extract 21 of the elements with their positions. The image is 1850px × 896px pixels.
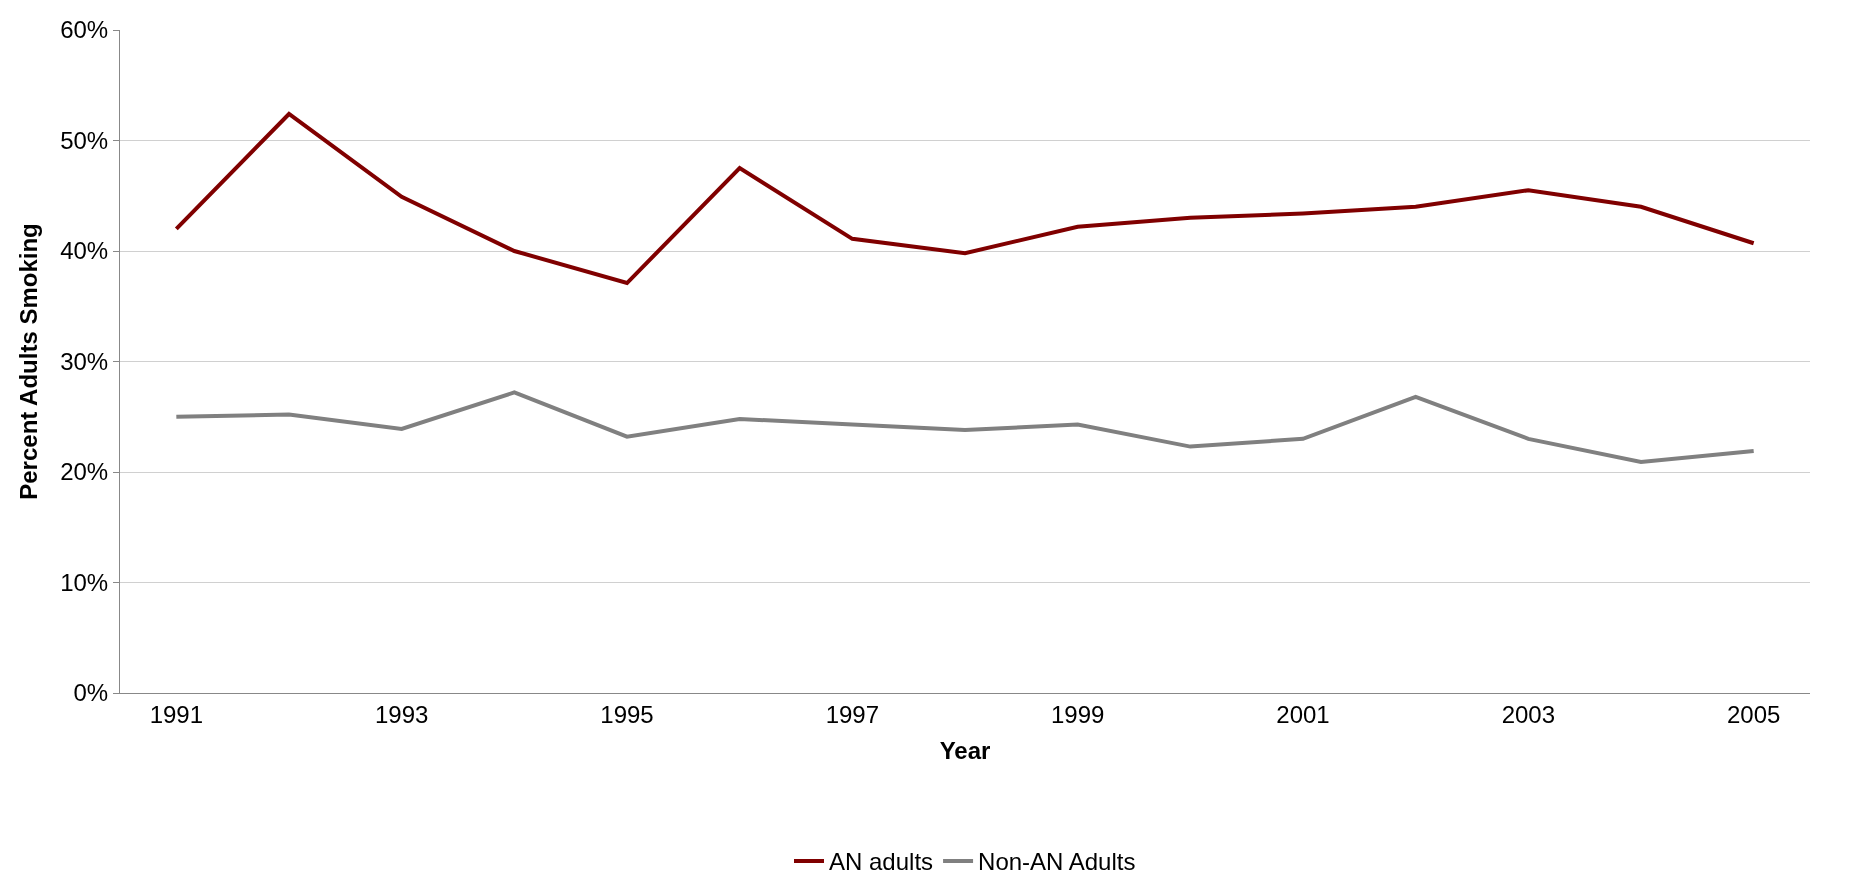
y-tick-label: 30%	[60, 347, 109, 375]
x-tick-label: 1997	[825, 700, 880, 728]
x-tick-label: 2001	[1276, 700, 1330, 728]
x-axis-title: Year	[939, 737, 991, 765]
y-tick-label: 20%	[60, 458, 109, 486]
x-tick-label: 1993	[374, 700, 429, 728]
legend-label: Non-AN Adults	[978, 848, 1136, 876]
y-tick-label: 0%	[73, 679, 109, 707]
y-tick-label: 50%	[60, 126, 109, 154]
line-series	[174, 390, 1756, 465]
x-tick-label: 1999	[1050, 700, 1105, 728]
x-tick-label: 2005	[1726, 700, 1781, 728]
x-tick-label: 2003	[1501, 700, 1556, 728]
line-series	[174, 111, 1756, 286]
legend-label: AN adults	[829, 848, 934, 876]
y-tick-label: 60%	[60, 16, 109, 44]
y-axis-title: Percent Adults Smoking	[15, 223, 43, 500]
y-tick-label: 40%	[60, 237, 109, 265]
x-tick-label: 1995	[600, 700, 654, 728]
y-tick-label: 10%	[60, 568, 109, 596]
x-tick-label: 1991	[149, 700, 204, 728]
